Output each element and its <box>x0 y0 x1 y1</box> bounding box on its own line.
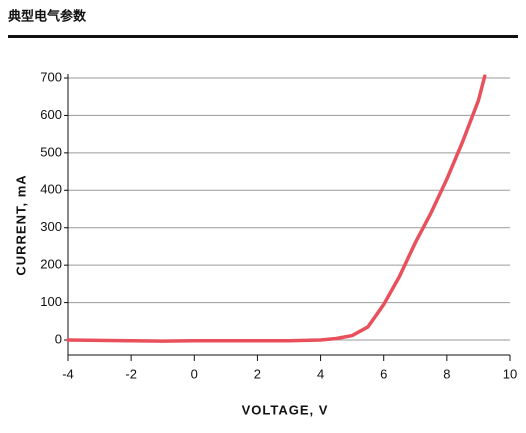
y-tick-label: 200 <box>40 257 62 272</box>
y-tick-label: 300 <box>40 219 62 234</box>
y-tick-label: 700 <box>40 69 62 84</box>
y-tick-label: 600 <box>40 107 62 122</box>
y-tick-label: 0 <box>55 331 62 346</box>
data-line <box>66 74 487 343</box>
x-axis-label: VOLTAGE, V <box>242 402 329 417</box>
x-tick-label: 10 <box>503 366 517 381</box>
y-axis-label: CURRENT, mA <box>13 174 28 275</box>
y-tick-label: 100 <box>40 294 62 309</box>
x-tick-label: -2 <box>125 366 137 381</box>
x-tick-label: 8 <box>443 366 450 381</box>
x-tick-label: 2 <box>254 366 261 381</box>
x-tick-label: 6 <box>380 366 387 381</box>
y-tick-label: 500 <box>40 144 62 159</box>
x-tick-label: 4 <box>317 366 324 381</box>
y-tick-label: 400 <box>40 182 62 197</box>
header-rule <box>8 35 518 38</box>
header-title: 典型电气参数 <box>8 8 87 23</box>
x-tick-label: -4 <box>62 366 74 381</box>
x-tick-label: 0 <box>191 366 198 381</box>
